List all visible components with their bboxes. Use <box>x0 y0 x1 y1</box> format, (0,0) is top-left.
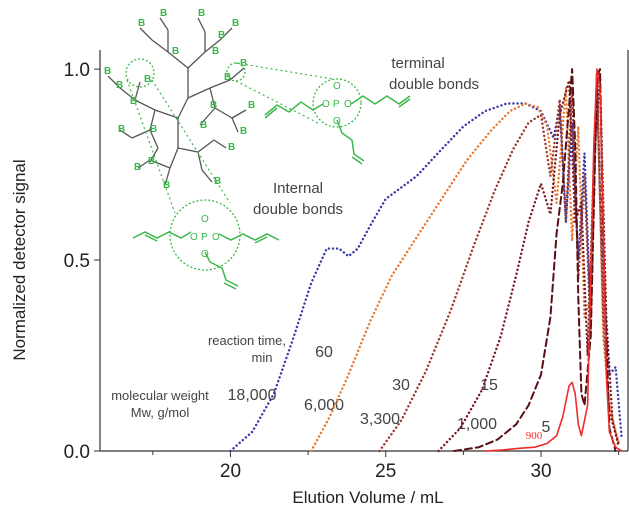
series-line-1 <box>229 87 623 453</box>
oxygen-atom-terminal-4: O <box>333 116 341 127</box>
mw-header-line1: molecular weight <box>111 388 209 403</box>
oxygen-atom-internal-1: O <box>201 214 209 225</box>
reaction-time-header-line1: reaction time, <box>208 333 286 348</box>
x-tick-label: 30 <box>530 461 551 482</box>
boron-atom: B <box>218 30 225 41</box>
ticks: 20 25 30 0.0 0.5 1.0 <box>64 60 620 482</box>
x-tick-label: 20 <box>220 461 241 482</box>
reaction-time-60: 60 <box>315 344 333 361</box>
mw-900: 900 <box>526 430 543 442</box>
boron-atom: B <box>144 74 151 85</box>
boron-atom: B <box>172 46 179 57</box>
internal-label-line1: Internal <box>273 180 323 197</box>
mw-1000: 1,000 <box>457 416 497 433</box>
y-tick-label: 0.5 <box>64 251 90 272</box>
reaction-time-15: 15 <box>480 377 498 394</box>
boron-atom: B <box>134 162 141 173</box>
mw-header: molecular weight Mw, g/mol <box>111 388 209 420</box>
oxygen-atom-internal-4: O <box>201 249 209 260</box>
terminal-label-line2: double bonds <box>389 76 479 93</box>
boron-atom: B <box>214 176 221 187</box>
x-axis-title: Elution Volume / mL <box>292 488 443 507</box>
phosphorus-atom-terminal: P <box>333 99 340 110</box>
terminal-label: terminal double bonds <box>389 55 479 93</box>
mw-header-line2: Mw, g/mol <box>131 405 190 420</box>
internal-label-line2: double bonds <box>253 201 343 218</box>
mw-3300: 3,300 <box>360 411 400 428</box>
internal-label: Internal double bonds <box>253 180 343 218</box>
series-line-3 <box>378 71 620 453</box>
phosphorus-atom-internal: P <box>201 232 208 243</box>
oxygen-atom-internal-3: O <box>212 232 220 243</box>
boron-atom: B <box>116 80 123 91</box>
x-tick-label: 25 <box>375 461 396 482</box>
boron-atom: B <box>240 58 247 69</box>
boron-atom: B <box>228 142 235 153</box>
boron-atom: B <box>138 18 145 29</box>
reaction-time-5: 5 <box>542 419 551 436</box>
mw-18000: 18,000 <box>228 387 277 404</box>
boron-atom: B <box>163 180 170 191</box>
boron-atom: B <box>200 120 207 131</box>
boron-atom: B <box>240 126 247 137</box>
reaction-time-header-line2: min <box>252 350 273 365</box>
boron-atom: B <box>212 46 219 57</box>
boron-atom: B <box>150 124 157 135</box>
boron-atom: B <box>130 96 137 107</box>
y-tick-label: 1.0 <box>64 60 90 81</box>
series-line-5 <box>453 68 617 452</box>
oxygen-atom-terminal-2: O <box>322 99 330 110</box>
boron-atom: B <box>160 8 167 19</box>
boron-atom: B <box>118 124 125 135</box>
series-line-6 <box>484 68 623 452</box>
boron-atom: B <box>232 18 239 29</box>
boron-atom: B <box>224 72 231 83</box>
boron-atom: B <box>104 66 111 77</box>
oxygen-atom-terminal-1: O <box>333 81 341 92</box>
oxygen-atom-internal-2: O <box>190 232 198 243</box>
y-axis-title: Normalized detector signal <box>10 159 29 360</box>
series-layer <box>229 68 623 453</box>
boron-atom: B <box>248 100 255 111</box>
oxygen-atom-terminal-3: O <box>344 99 352 110</box>
boron-atom: B <box>210 100 217 111</box>
mw-6000: 6,000 <box>304 397 344 414</box>
axes <box>99 50 629 452</box>
boron-atom: B <box>148 156 155 167</box>
reaction-time-30: 30 <box>392 377 410 394</box>
reaction-time-header: reaction time, min <box>208 333 286 365</box>
y-tick-label: 0.0 <box>64 442 90 463</box>
terminal-label-line1: terminal <box>391 55 444 72</box>
boron-atom: B <box>198 8 205 19</box>
